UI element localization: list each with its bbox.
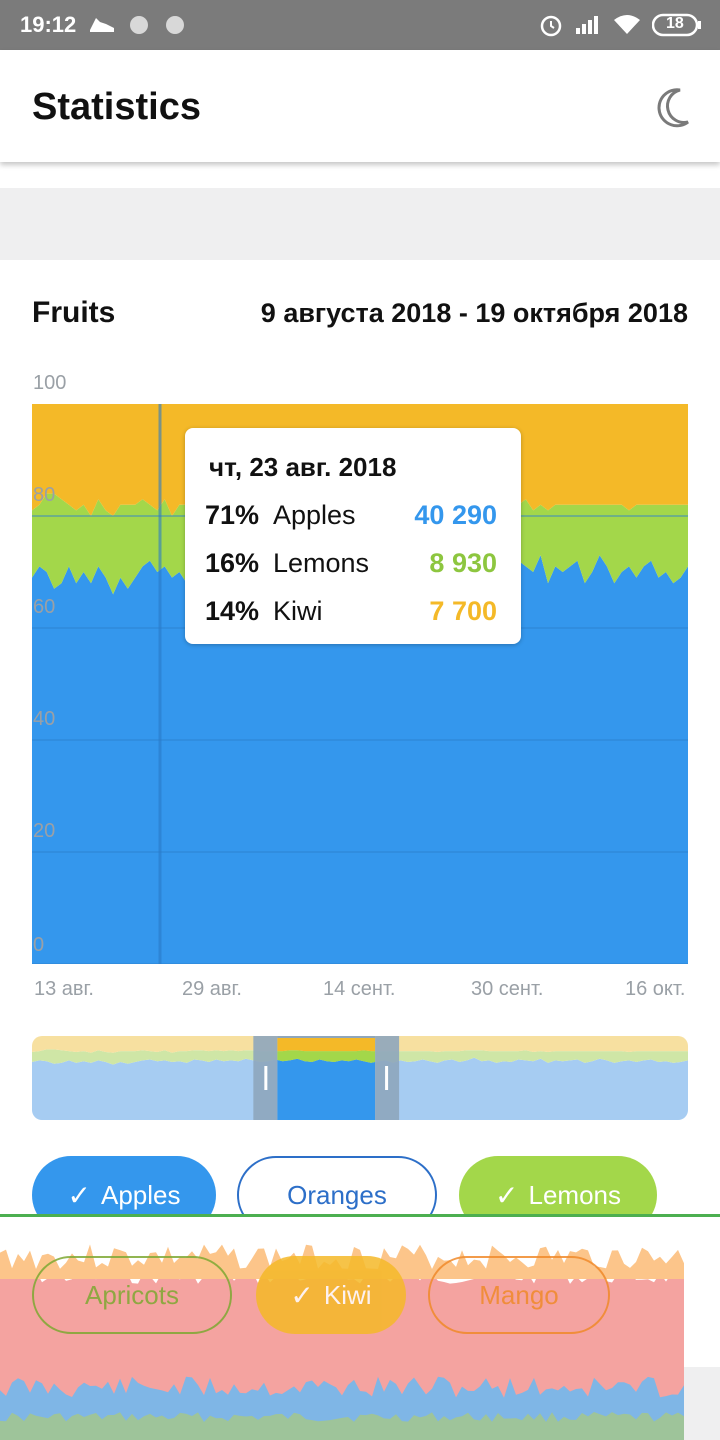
chart-date-range: 9 августа 2018 - 19 октября 2018 <box>260 298 688 328</box>
tooltip-date: чт, 23 авг. 2018 <box>209 452 397 482</box>
signal-icon <box>574 12 604 41</box>
tooltip-row: 14% Kiwi 7 700 <box>205 596 497 630</box>
alarm-icon <box>538 12 564 43</box>
y-tick-label: 80 <box>33 484 56 506</box>
tooltip-row: 71% Apples 40 290 <box>205 500 497 534</box>
x-tick-label: 13 авг. <box>34 978 94 1000</box>
filter-chip-oranges[interactable]: Oranges <box>237 1156 437 1234</box>
nav-selected-lemons <box>277 1050 376 1063</box>
y-tick-label: 40 <box>33 708 56 730</box>
section-gap <box>0 188 720 260</box>
chart-tooltip: чт, 23 авг. 2018 71% Apples 40 290 16% L… <box>185 428 521 644</box>
navigator-window-top <box>277 1036 376 1038</box>
filter-chip-label: Apples <box>100 1179 181 1210</box>
navigator-right-grip <box>385 1066 389 1090</box>
y-tick-label: 100 <box>33 372 67 394</box>
filter-chip-label: Mango <box>479 1279 559 1310</box>
overlay-divider <box>0 1214 720 1217</box>
area-series-apples <box>32 549 688 964</box>
tooltip-row: 16% Lemons 8 930 <box>205 548 497 582</box>
tooltip-series-name: Apples <box>273 500 356 530</box>
y-tick-label: 60 <box>33 596 56 618</box>
nav-selected-apples <box>277 1058 376 1120</box>
filter-chip-label: Apricots <box>85 1279 179 1310</box>
tooltip-percent: 71% <box>205 500 260 530</box>
tooltip-value: 8 930 <box>429 548 497 578</box>
y-tick-label: 0 <box>33 934 45 956</box>
filter-chip-label: Kiwi <box>323 1279 372 1310</box>
wifi-icon <box>612 12 642 41</box>
battery-level: 18 <box>666 15 684 32</box>
filter-chip-label: Oranges <box>287 1179 387 1210</box>
check-icon: ✓ <box>495 1179 519 1211</box>
app-bar: Statistics <box>0 50 720 162</box>
filter-chip-lemons[interactable]: ✓ Lemons <box>459 1156 657 1234</box>
x-tick-label: 29 авг. <box>182 978 242 1000</box>
status-time: 19:12 <box>20 12 77 37</box>
check-icon: ✓ <box>67 1179 91 1211</box>
navigator-left-grip <box>264 1066 268 1090</box>
check-icon: ✓ <box>290 1279 314 1311</box>
nav-selected-kiwi <box>277 1036 376 1052</box>
chart-title: Fruits <box>32 296 116 329</box>
tooltip-percent: 16% <box>205 548 260 578</box>
notification-dot-icon <box>128 12 150 41</box>
filter-chip-kiwi[interactable]: ✓ Kiwi <box>256 1256 406 1334</box>
filter-chip-label: Lemons <box>528 1179 621 1210</box>
notification-dot-icon <box>164 12 186 41</box>
navigator-selected-area <box>277 1036 376 1120</box>
status-bar: 19:12 18 <box>0 0 720 50</box>
page-title: Statistics <box>32 86 201 128</box>
overlay-orange-band <box>0 1244 684 1279</box>
tooltip-value: 40 290 <box>414 500 497 530</box>
battery-icon <box>651 12 702 43</box>
range-navigator[interactable] <box>32 1036 688 1120</box>
filter-chip-apricots[interactable]: Apricots <box>32 1256 232 1334</box>
filter-chip-mango[interactable]: Mango <box>428 1256 610 1334</box>
tooltip-series-name: Lemons <box>273 548 370 578</box>
moon-icon[interactable] <box>650 86 692 135</box>
tooltip-value: 7 700 <box>429 596 497 626</box>
x-tick-label: 14 сент. <box>323 978 396 1000</box>
shoe-icon <box>88 12 116 41</box>
x-tick-label: 30 сент. <box>471 978 544 1000</box>
tooltip-percent: 14% <box>205 596 260 626</box>
tooltip-series-name: Kiwi <box>273 596 323 626</box>
x-tick-label: 16 окт. <box>625 978 686 1000</box>
overlay-green-band <box>0 1412 684 1440</box>
y-tick-label: 20 <box>33 820 56 842</box>
